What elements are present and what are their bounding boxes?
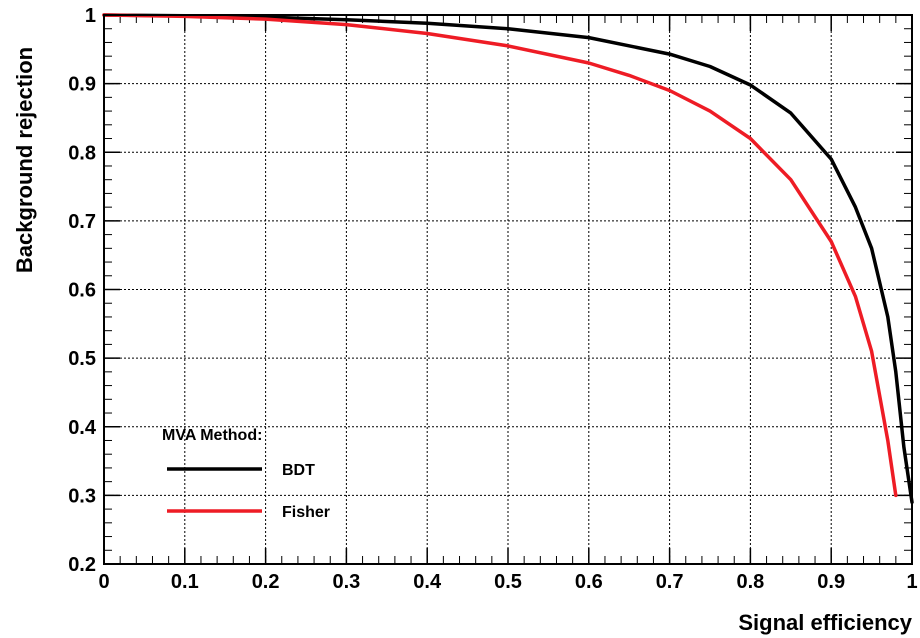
x-tick-label: 1 — [906, 571, 917, 593]
y-tick-label: 0.9 — [68, 74, 96, 96]
x-tick-label: 0.6 — [575, 571, 603, 593]
x-tick-label: 0.1 — [171, 571, 199, 593]
x-tick-label: 0.3 — [332, 571, 360, 593]
legend-label-bdt: BDT — [282, 462, 315, 479]
legend-label-fisher: Fisher — [282, 504, 330, 521]
y-tick-label: 0.8 — [68, 142, 96, 164]
plot-frame — [103, 14, 913, 565]
series-line-fisher — [102, 13, 898, 498]
x-tick-labels: 0 0.1 0.2 0.3 0.4 0.5 0.6 0.7 0.8 0.9 1 — [98, 571, 917, 593]
x-axis-title: Signal efficiency — [738, 610, 912, 635]
x-tick-label: 0 — [98, 571, 109, 593]
y-axis-title: Background rejection — [12, 47, 37, 273]
legend-header: MVA Method: — [162, 427, 262, 444]
y-tick-label: 0.7 — [68, 211, 96, 233]
legend-items: BDT Fisher — [167, 462, 330, 521]
x-tick-label: 0.7 — [656, 571, 684, 593]
y-tick-label: 0.6 — [68, 280, 96, 302]
x-tick-label: 0.8 — [736, 571, 764, 593]
y-tick-label: 0.2 — [68, 554, 96, 576]
legend: MVA Method: BDT Fisher — [162, 427, 330, 521]
y-tick-labels: 0.2 0.3 0.4 0.5 0.6 0.7 0.8 0.9 1 — [68, 5, 97, 576]
y-tick-label: 0.5 — [68, 348, 96, 370]
x-tick-label: 0.9 — [817, 571, 845, 593]
series-line-bdt — [102, 13, 914, 504]
y-tick-label: 1 — [85, 5, 96, 27]
x-tick-label: 0.5 — [494, 571, 522, 593]
grid-lines — [104, 15, 912, 564]
x-tick-label: 0.4 — [413, 571, 442, 593]
y-tick-label: 0.4 — [68, 417, 97, 439]
x-tick-label: 0.2 — [252, 571, 280, 593]
series-lines — [102, 13, 914, 504]
y-tick-label: 0.3 — [68, 485, 96, 507]
